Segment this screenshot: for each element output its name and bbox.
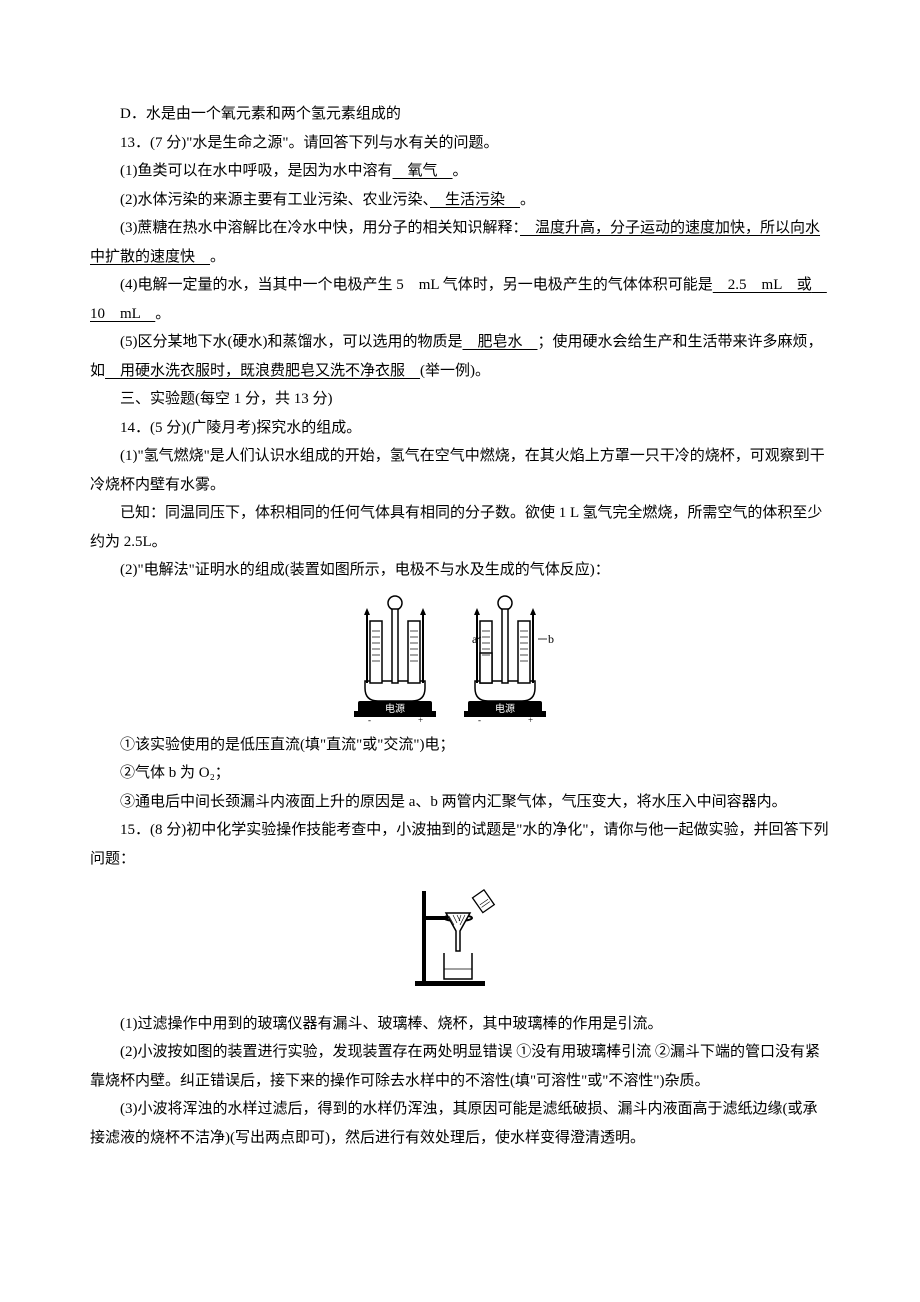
label-b: b [548, 632, 554, 646]
power-label-1: 电源 [385, 702, 405, 715]
q14-p1: (1)"氢气燃烧"是人们认识水组成的开始，氢气在空气中燃烧，在其火焰上方罩一只干… [90, 442, 830, 499]
option-d: D．水是由一个氧元素和两个氢元素组成的 [90, 100, 830, 129]
q13-p1-blank: 氧气 [393, 163, 453, 179]
q13-p4-b: 。 [155, 306, 170, 322]
svg-text:-: - [368, 715, 371, 723]
q13-p2-b: 。 [520, 192, 535, 208]
q13-p3: (3)蔗糖在热水中溶解比在冷水中快，用分子的相关知识解释： 温度升高，分子运动的… [90, 214, 830, 271]
q13-p4-a: (4)电解一定量的水，当其中一个电极产生 5 mL 气体时，另一电极产生的气体体… [120, 277, 713, 293]
q15-p3: (3)小波将浑浊的水样过滤后，得到的水样仍浑浊，其原因可能是滤纸破损、漏斗内液面… [90, 1095, 830, 1152]
q13-p5-a: (5)区分某地下水(硬水)和蒸馏水，可以选用的物质是 [120, 334, 462, 350]
svg-text:+: + [418, 715, 423, 723]
q15-p1: (1)过滤操作中用到的玻璃仪器有漏斗、玻璃棒、烧杯，其中玻璃棒的作用是引流。 [90, 1010, 830, 1039]
filter-figure [90, 881, 830, 1002]
q14-known: 已知：同温同压下，体积相同的任何气体具有相同的分子数。欲使 1 L 氢气完全燃烧… [90, 499, 830, 556]
q13-p2-blank: 生活污染 [430, 192, 520, 208]
q14-sub1: ①该实验使用的是低压直流(填"直流"或"交流")电； [90, 731, 830, 760]
q13-p4: (4)电解一定量的水，当其中一个电极产生 5 mL 气体时，另一电极产生的气体体… [90, 271, 830, 328]
q13-p5-blank2: 用硬水洗衣服时，既浪费肥皂又洗不净衣服 [105, 363, 420, 379]
q14-sub3: ③通电后中间长颈漏斗内液面上升的原因是 a、b 两管内汇聚气体，气压变大，将水压… [90, 788, 830, 817]
q13-p5-c: (举一例)。 [420, 363, 490, 379]
q13-p5-blank1: 肥皂水 [462, 334, 537, 350]
electrolysis-figure: 电源 - + [90, 593, 830, 723]
q13-p3-b: 。 [210, 249, 225, 265]
section-3-header: 三、实验题(每空 1 分，共 13 分) [90, 385, 830, 414]
q13-p3-a: (3)蔗糖在热水中溶解比在冷水中快，用分子的相关知识解释： [120, 220, 520, 236]
svg-text:-: - [478, 715, 481, 723]
svg-text:+: + [528, 715, 533, 723]
q15-p2: (2)小波按如图的装置进行实验，发现装置存在两处明显错误 ①没有用玻璃棒引流 ②… [90, 1038, 830, 1095]
q13-p1: (1)鱼类可以在水中呼吸，是因为水中溶有 氧气 。 [90, 157, 830, 186]
q13-p2: (2)水体污染的来源主要有工业污染、农业污染、 生活污染 。 [90, 186, 830, 215]
electrolysis-device-2: 电源 - + a [460, 593, 570, 723]
electrolysis-device-1: 电源 - + [350, 593, 440, 723]
q14-p2: (2)"电解法"证明水的组成(装置如图所示，电极不与水及生成的气体反应)： [90, 556, 830, 585]
q14-sub2: ②气体 b 为 O₂； [90, 759, 830, 788]
q15-stem: 15．(8 分)初中化学实验操作技能考查中，小波抽到的试题是"水的净化"，请你与… [90, 816, 830, 873]
q14-stem: 14．(5 分)(广陵月考)探究水的组成。 [90, 414, 830, 443]
q13-p2-a: (2)水体污染的来源主要有工业污染、农业污染、 [120, 192, 430, 208]
q13-p5: (5)区分某地下水(硬水)和蒸馏水，可以选用的物质是 肥皂水 ；使用硬水会给生产… [90, 328, 830, 385]
q13-p1-b: 。 [453, 163, 468, 179]
power-label-2: 电源 [495, 702, 515, 715]
q13-p1-a: (1)鱼类可以在水中呼吸，是因为水中溶有 [120, 163, 393, 179]
q13-stem: 13．(7 分)"水是生命之源"。请回答下列与水有关的问题。 [90, 129, 830, 158]
